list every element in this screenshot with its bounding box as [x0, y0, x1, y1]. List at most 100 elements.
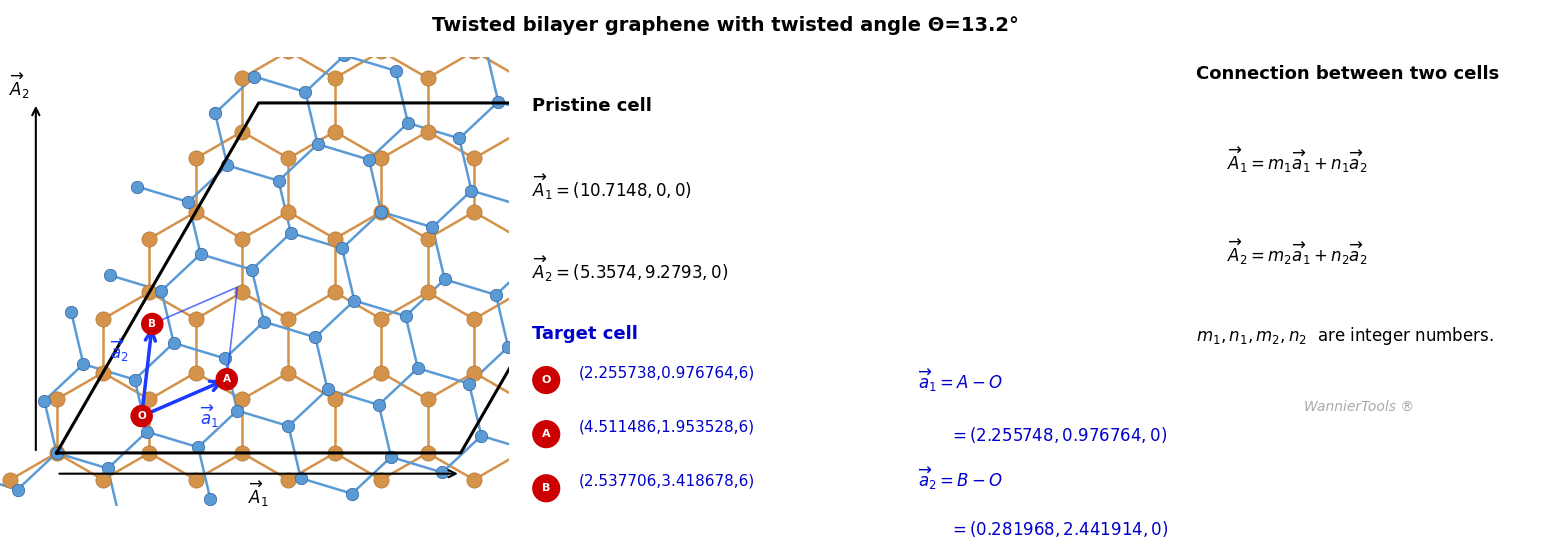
Point: [315, 385, 339, 394]
Point: [508, 395, 532, 404]
Point: [554, 208, 579, 216]
Point: [91, 315, 116, 324]
Point: [184, 208, 208, 216]
Point: [276, 154, 301, 163]
Point: [322, 127, 347, 136]
Point: [97, 271, 122, 280]
Point: [576, 76, 600, 85]
Point: [548, 358, 572, 367]
Point: [230, 127, 255, 136]
Point: [457, 379, 481, 388]
Point: [230, 74, 255, 82]
Text: Pristine cell: Pristine cell: [532, 97, 653, 115]
Point: [461, 154, 486, 163]
Point: [322, 395, 347, 404]
Point: [691, 160, 716, 168]
Point: [150, 287, 174, 295]
Point: [162, 339, 187, 347]
Point: [430, 468, 455, 477]
Point: [554, 368, 579, 377]
Point: [369, 154, 393, 163]
Point: [45, 448, 69, 457]
Point: [276, 422, 301, 431]
Text: $\overrightarrow{a}_1 = A - O$: $\overrightarrow{a}_1 = A - O$: [918, 368, 1003, 394]
Point: [474, 45, 498, 54]
Point: [369, 207, 393, 216]
Text: B: B: [542, 483, 551, 493]
Point: [369, 368, 393, 377]
Point: [383, 67, 407, 75]
Text: Target cell: Target cell: [532, 325, 639, 342]
Point: [647, 47, 671, 56]
Point: [32, 397, 57, 405]
Point: [137, 288, 162, 296]
Circle shape: [532, 367, 560, 393]
Point: [415, 234, 440, 243]
Point: [276, 476, 301, 484]
Point: [640, 144, 665, 153]
Point: [600, 74, 625, 82]
Text: $= (2.255748,0.976764,0)$: $= (2.255748,0.976764,0)$: [949, 425, 1167, 445]
Point: [5, 485, 29, 494]
Point: [574, 269, 599, 278]
Point: [202, 109, 227, 117]
Point: [415, 448, 440, 457]
Point: [366, 400, 390, 409]
Point: [395, 118, 420, 127]
Point: [91, 368, 116, 377]
Point: [176, 197, 201, 206]
Point: [600, 234, 625, 243]
Point: [230, 448, 255, 457]
Point: [45, 395, 69, 404]
Point: [613, 233, 637, 241]
Point: [369, 315, 393, 324]
Point: [647, 208, 671, 216]
Point: [339, 490, 364, 498]
Point: [276, 208, 301, 216]
Point: [122, 375, 147, 384]
Point: [185, 443, 210, 452]
Point: [59, 308, 83, 316]
Point: [188, 250, 213, 259]
Text: $\overrightarrow{A}_2$: $\overrightarrow{A}_2$: [9, 72, 31, 101]
Point: [694, 127, 719, 136]
Point: [289, 474, 313, 483]
Point: [508, 448, 532, 457]
Point: [508, 234, 532, 243]
Point: [586, 321, 611, 330]
Point: [508, 127, 532, 136]
Point: [460, 186, 485, 195]
Point: [694, 74, 719, 82]
Point: [96, 464, 120, 473]
Text: (2.537706,3.418678,6): (2.537706,3.418678,6): [579, 474, 755, 489]
Text: $= (0.281968,2.441914,0)$: $= (0.281968,2.441914,0)$: [949, 519, 1168, 539]
Point: [213, 354, 238, 363]
Text: Twisted bilayer graphene with twisted angle Θ=13.2°: Twisted bilayer graphene with twisted an…: [432, 16, 1018, 35]
Circle shape: [532, 475, 560, 502]
Point: [415, 74, 440, 82]
Point: [549, 165, 574, 174]
Point: [125, 182, 150, 191]
Point: [332, 51, 356, 60]
Text: $\overrightarrow{A}_1 = m_1\overrightarrow{a}_1+n_1\overrightarrow{a}_2$: $\overrightarrow{A}_1 = m_1\overrightarr…: [1227, 146, 1367, 175]
Point: [415, 395, 440, 404]
Point: [225, 406, 250, 415]
Text: $\overrightarrow{A}_2 = m_2\overrightarrow{a}_1+n_2\overrightarrow{a}_2$: $\overrightarrow{A}_2 = m_2\overrightarr…: [1227, 238, 1367, 267]
Point: [184, 315, 208, 324]
Point: [322, 448, 347, 457]
Point: [137, 395, 162, 404]
Circle shape: [216, 369, 238, 390]
Point: [758, 34, 782, 43]
Point: [0, 476, 23, 484]
Point: [520, 447, 545, 456]
Point: [71, 360, 96, 368]
Point: [495, 342, 520, 351]
Point: [600, 127, 625, 136]
Text: (4.511486,1.953528,6): (4.511486,1.953528,6): [579, 420, 755, 435]
Point: [267, 176, 292, 185]
Text: (2.255738,0.976764,6): (2.255738,0.976764,6): [579, 366, 755, 381]
Point: [469, 432, 494, 440]
Point: [369, 476, 393, 484]
Point: [230, 234, 255, 243]
Point: [369, 47, 393, 56]
